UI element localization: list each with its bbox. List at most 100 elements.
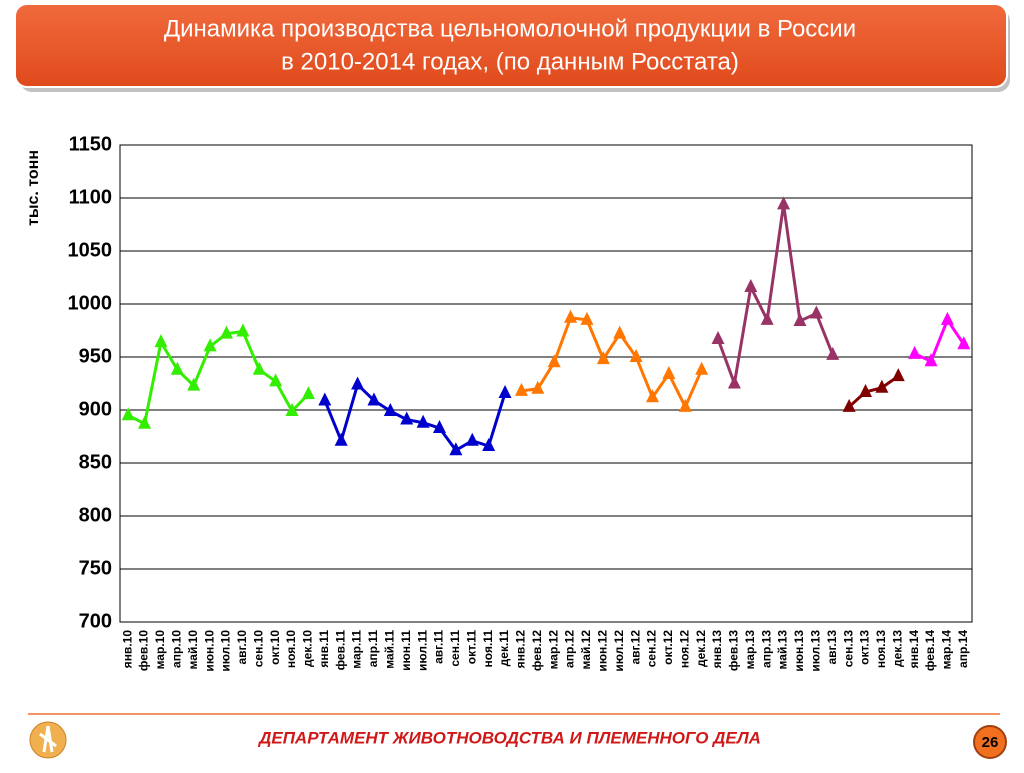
x-tick-label: авг.12	[628, 630, 642, 665]
point-marker	[646, 389, 659, 403]
point-marker	[433, 420, 446, 434]
point-marker	[809, 305, 823, 319]
point-marker	[121, 407, 135, 421]
x-tick-label: сен.13	[841, 630, 855, 668]
point-marker	[514, 382, 528, 396]
point-marker	[891, 368, 905, 382]
point-marker	[547, 354, 561, 368]
x-tick-label: фев.12	[530, 630, 544, 671]
point-marker	[269, 373, 283, 387]
x-tick-label: фев.14	[923, 630, 937, 671]
y-tick-label: 800	[79, 504, 112, 526]
point-marker	[187, 377, 201, 391]
logo-mark	[39, 725, 57, 753]
x-tick-label: апр.12	[563, 630, 577, 668]
x-tick-label: дек.13	[890, 630, 904, 667]
x-tick-label: май.13	[776, 630, 790, 670]
x-tick-label: авг.10	[235, 630, 249, 665]
x-tick-label: июн.10	[202, 630, 216, 672]
x-tick-label: мар.12	[546, 630, 560, 670]
point-marker	[465, 432, 479, 446]
point-marker	[498, 385, 512, 399]
x-tick-label: апр.10	[170, 630, 184, 668]
point-marker	[793, 312, 807, 326]
point-marker	[678, 398, 692, 412]
point-marker	[580, 311, 594, 325]
title-line: Динамика производства цельномолочной про…	[164, 15, 856, 42]
x-tick-label: янв.11	[317, 630, 331, 668]
x-tick-label: июн.13	[792, 630, 806, 672]
y-tick-label: 900	[79, 398, 112, 420]
series-line	[323, 381, 507, 453]
point-marker	[629, 349, 643, 362]
page-badge	[973, 725, 1007, 759]
point-marker	[859, 383, 872, 397]
x-tick-label: июн.12	[596, 630, 610, 672]
point-marker	[596, 351, 610, 365]
point-marker	[400, 411, 414, 425]
x-tick-label: фев.13	[727, 630, 741, 671]
x-tick-label: дек.11	[497, 630, 511, 667]
y-tick-label: 950	[79, 345, 112, 367]
y-axis-label: тыс. тонн	[25, 150, 42, 226]
point-marker	[940, 311, 954, 325]
point-marker	[383, 403, 397, 417]
x-tick-label: апр.14	[956, 630, 970, 668]
point-marker	[138, 415, 152, 429]
x-tick-label: окт.10	[268, 630, 282, 665]
point-marker	[777, 196, 791, 210]
x-tick-label: май.10	[186, 630, 200, 670]
point-marker	[449, 442, 463, 456]
point-marker	[236, 323, 250, 337]
x-tick-label: сен.10	[251, 630, 265, 668]
point-marker	[613, 325, 627, 339]
point-marker	[220, 325, 233, 339]
x-tick-label: авг.13	[825, 630, 839, 665]
point-marker	[662, 365, 676, 379]
x-tick-label: янв.13	[710, 630, 724, 669]
series-line	[914, 316, 966, 364]
x-tick-label: сен.12	[645, 630, 659, 668]
y-tick-label: 850	[79, 451, 112, 473]
x-tick-label: ноя.13	[874, 630, 888, 668]
point-marker	[760, 311, 774, 325]
y-tick-label: 1050	[68, 239, 113, 261]
point-marker	[252, 361, 266, 375]
x-tick-label: июн.11	[399, 630, 413, 671]
x-tick-label: окт.13	[858, 630, 872, 665]
point-marker	[416, 414, 430, 428]
x-tick-label: мар.13	[743, 630, 757, 670]
point-marker	[154, 334, 168, 348]
point-marker	[531, 380, 545, 394]
point-marker	[285, 403, 299, 417]
point-marker	[875, 379, 889, 393]
y-tick-label: 1100	[69, 186, 112, 208]
title-box	[14, 3, 1008, 88]
x-tick-label: июл.11	[415, 630, 429, 671]
y-tick-label: 1000	[68, 292, 113, 314]
series-line	[848, 374, 900, 408]
point-marker	[203, 338, 217, 352]
point-marker	[301, 386, 315, 400]
y-tick-label: 1150	[69, 133, 112, 155]
y-tick-label: 750	[79, 557, 112, 579]
point-marker	[482, 438, 496, 452]
y-tick-label: 700	[79, 610, 112, 632]
x-tick-label: янв.10	[120, 630, 134, 669]
point-marker	[367, 392, 381, 406]
x-tick-label: янв.12	[514, 630, 528, 669]
x-tick-label: янв.14	[907, 630, 921, 669]
x-tick-label: дек.12	[694, 630, 708, 667]
page-number: 26	[982, 734, 999, 751]
plot-frame	[119, 144, 973, 623]
x-tick-label: окт.12	[661, 630, 675, 665]
point-marker	[744, 279, 758, 293]
title-line: в 2010-2014 годах, (по данным Росстата)	[281, 48, 739, 75]
x-tick-label: ноя.10	[284, 630, 298, 668]
x-tick-label: ноя.11	[481, 630, 495, 668]
x-tick-label: июл.13	[809, 630, 823, 672]
x-tick-label: ноя.12	[677, 630, 691, 668]
point-marker	[924, 353, 938, 367]
x-tick-label: фев.10	[137, 630, 151, 671]
x-tick-label: мар.10	[153, 630, 167, 670]
